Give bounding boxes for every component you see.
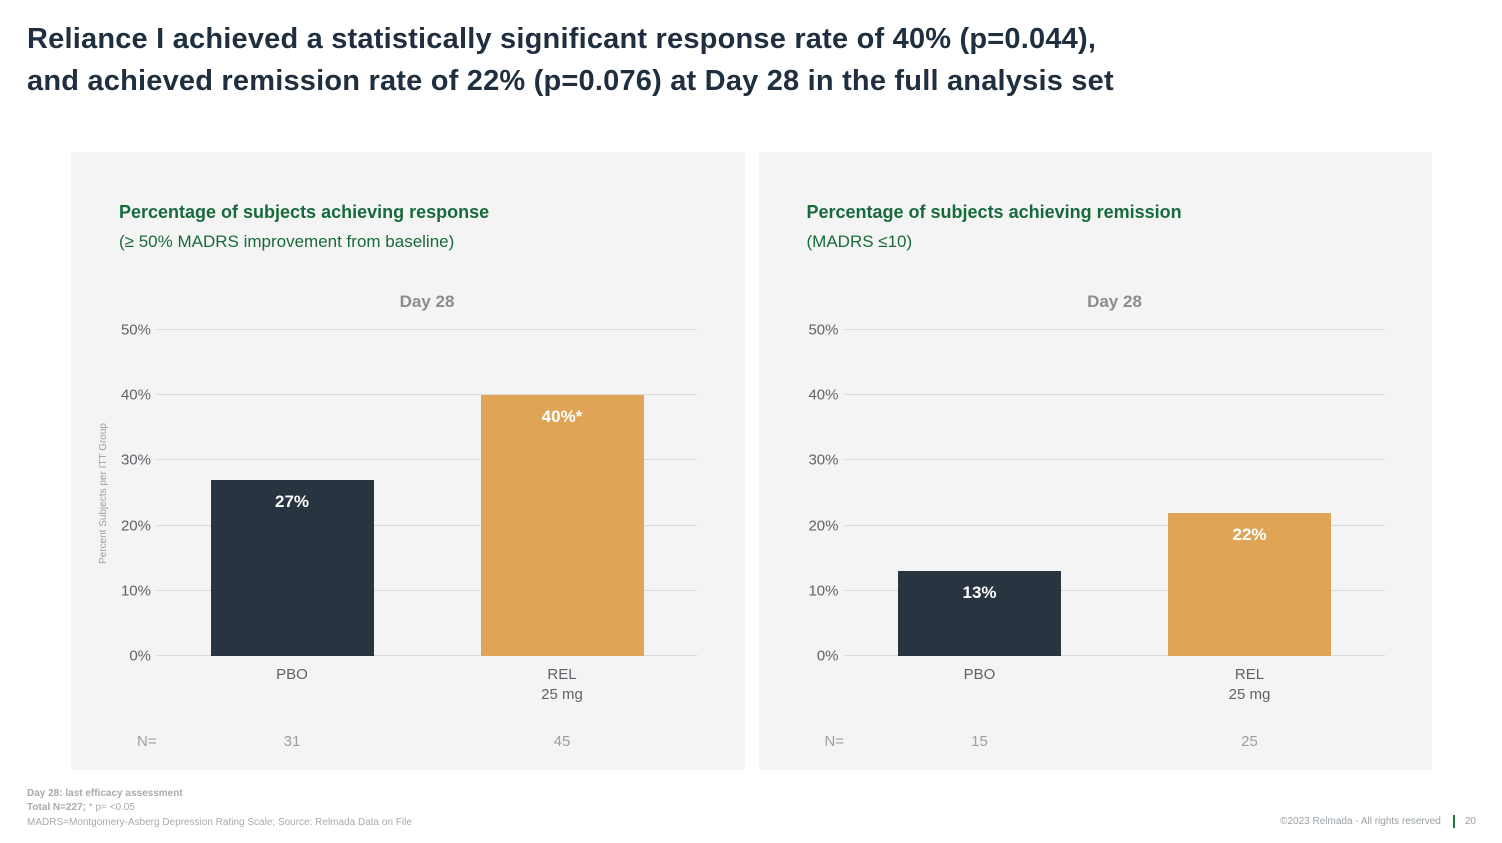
gridline xyxy=(844,459,1385,461)
footnote-line2-rest: * p= <0.05 xyxy=(86,802,135,813)
footnote-line1: Day 28: last efficacy assessment xyxy=(27,787,183,799)
panel-subtitle-response: (≥ 50% MADRS improvement from baseline) xyxy=(119,232,455,251)
slide-title-line1: Reliance I achieved a statistically sign… xyxy=(27,23,1097,55)
y-tick-label: 40% xyxy=(120,386,151,404)
response-chart-panel: Percentage of subjects achieving respons… xyxy=(71,152,745,770)
bar-rel-25-mg: 22% xyxy=(1168,512,1331,656)
n-value: 31 xyxy=(283,732,301,750)
y-axis: 0% 10% 20% 30% 40% 50% xyxy=(115,322,157,665)
gridline xyxy=(157,459,697,461)
panel-title-remission: Percentage of subjects achieving remissi… xyxy=(806,202,1182,222)
gridline xyxy=(844,524,1385,526)
bars: 27% 40%* xyxy=(157,330,697,656)
y-axis-label xyxy=(779,330,803,656)
gridline xyxy=(844,655,1385,656)
panel-subtitle-remission: (MADRS ≤10) xyxy=(806,232,913,251)
n-row-label: N= xyxy=(137,732,157,750)
footnote-line2: Total N=227; * p= <0.05 xyxy=(27,801,412,816)
y-tick-label: 30% xyxy=(808,451,839,469)
chart-inner-title: Day 28 xyxy=(399,292,455,311)
y-tick-label: 50% xyxy=(808,321,839,339)
plot-area: 13% 22% xyxy=(844,329,1385,656)
y-tick-label: 20% xyxy=(120,517,151,535)
gridline xyxy=(157,329,697,330)
bar-pbo: 27% xyxy=(210,479,374,656)
bar-pbo: 13% xyxy=(898,571,1061,656)
y-axis-label-text: Percent Subjects per ITT Group xyxy=(97,422,109,564)
gridline xyxy=(157,394,697,396)
bar-slot: 13% xyxy=(845,330,1115,656)
y-axis-label: Percent Subjects per ITT Group xyxy=(91,330,115,656)
copyright: ©2023 Relmada - All rights reserved xyxy=(1280,816,1441,827)
gridline xyxy=(157,589,697,591)
y-tick-label: 40% xyxy=(808,386,839,404)
plot-row: 0% 10% 20% 30% 40% 50% 13% 22% xyxy=(779,322,1387,665)
remission-chart-panel: Percentage of subjects achieving remissi… xyxy=(758,152,1432,770)
bars: 13% 22% xyxy=(845,330,1385,656)
plot-area: 27% 40%* xyxy=(157,329,697,656)
x-category-label: PBO xyxy=(963,666,996,683)
panel-title-response: Percentage of subjects achieving respons… xyxy=(119,202,490,222)
x-category-label: PBO xyxy=(276,666,308,683)
footnotes: Day 28: last efficacy assessment Total N… xyxy=(27,787,412,831)
gridline xyxy=(844,394,1385,396)
footnote-line3: MADRS=Montgomery-Asberg Depression Ratin… xyxy=(27,816,412,828)
chart-panels: Percentage of subjects achieving respons… xyxy=(71,152,1432,770)
y-tick-label: 50% xyxy=(120,321,151,339)
gridline xyxy=(157,655,697,656)
bar-value-label: 13% xyxy=(962,583,997,603)
bar-value-label: 40%* xyxy=(541,407,583,427)
x-axis: PBO REL 25 mg xyxy=(845,665,1385,706)
x-category-label: REL 25 mg xyxy=(541,666,583,704)
n-value: 15 xyxy=(971,732,988,750)
y-tick-label: 30% xyxy=(120,451,151,469)
bar-slot: 40%* xyxy=(427,330,697,656)
n-row: N= 15 25 xyxy=(825,732,1385,750)
y-tick-label: 10% xyxy=(808,582,839,600)
bar-value-label: 27% xyxy=(274,491,310,511)
x-axis: PBO REL 25 mg xyxy=(157,665,697,706)
n-value: 25 xyxy=(1241,732,1258,750)
plot-row: Percent Subjects per ITT Group 0% 10% 20% 3… xyxy=(91,322,699,665)
page-divider xyxy=(1452,815,1455,828)
bar-rel-25-mg: 40%* xyxy=(480,395,644,656)
bar-slot: 22% xyxy=(1115,330,1385,656)
n-value: 45 xyxy=(553,732,571,750)
chart-inner-title: Day 28 xyxy=(1087,292,1142,311)
page-number: 20 xyxy=(1464,816,1476,827)
slide-title-line2: and achieved remission rate of 22% (p=0.… xyxy=(27,65,1114,98)
y-tick-label: 0% xyxy=(816,647,839,665)
gridline xyxy=(157,524,697,526)
bar-value-label: 22% xyxy=(1232,524,1267,544)
y-axis: 0% 10% 20% 30% 40% 50% xyxy=(803,322,845,665)
gridline xyxy=(844,329,1385,330)
footnote-line2-bold: Total N=227; xyxy=(27,802,86,813)
n-row-label: N= xyxy=(824,732,845,750)
y-tick-label: 10% xyxy=(120,582,151,600)
y-tick-label: 0% xyxy=(129,647,151,665)
x-category-label: REL 25 mg xyxy=(1228,666,1271,704)
footer-right: ©2023 Relmada - All rights reserved 20 xyxy=(1280,815,1476,828)
gridline xyxy=(844,589,1385,591)
n-row: N= 31 45 xyxy=(137,732,697,750)
y-tick-label: 20% xyxy=(808,517,839,535)
slide-title: Reliance I achieved a statistically sign… xyxy=(27,18,1477,102)
bar-slot: 27% xyxy=(157,330,427,656)
